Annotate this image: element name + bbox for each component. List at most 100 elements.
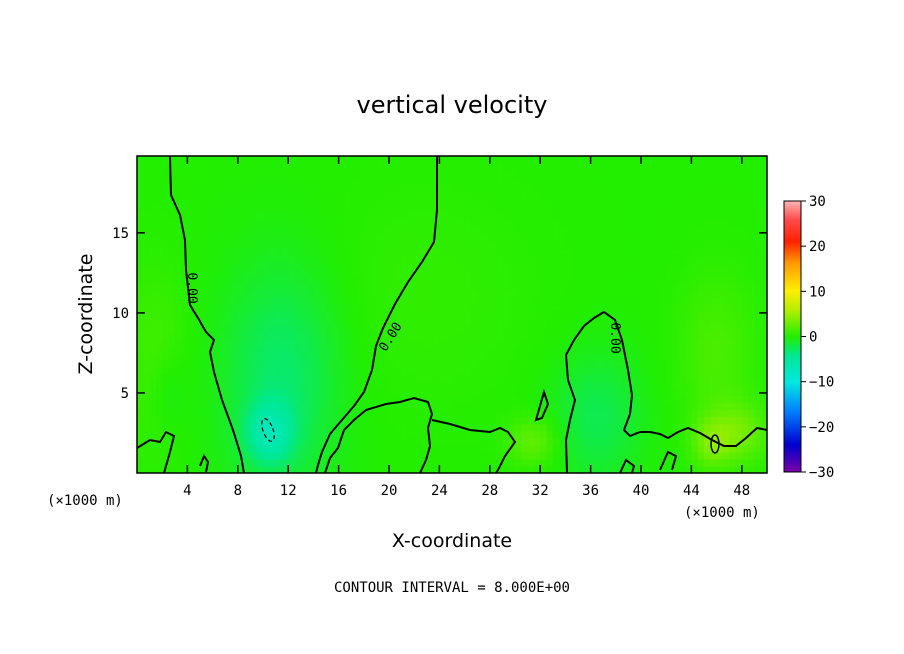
field-cell (143, 444, 151, 453)
field-cell (307, 381, 314, 390)
field-cell (275, 458, 283, 467)
field-cell (326, 409, 333, 418)
field-cell (326, 275, 333, 284)
field-cell (735, 233, 743, 242)
field-cell (559, 346, 566, 354)
field-cell (313, 444, 321, 453)
field-cell (281, 430, 289, 439)
field-cell (137, 395, 144, 404)
field-cell (143, 282, 151, 291)
field-cell (571, 233, 579, 242)
field-cell (200, 409, 207, 418)
field-cell (294, 360, 302, 368)
field-cell (521, 367, 529, 375)
field-cell (483, 289, 491, 298)
field-cell (326, 381, 333, 390)
field-cell (729, 247, 737, 256)
field-cell (244, 332, 251, 340)
field-cell (288, 416, 296, 425)
field-cell (275, 289, 283, 298)
field-cell (269, 395, 277, 404)
field-cell (326, 233, 333, 242)
field-cell (256, 268, 264, 277)
field-cell (641, 163, 648, 171)
field-cell (181, 170, 188, 178)
field-cell (502, 177, 510, 185)
field-cell (641, 226, 648, 235)
x-unit-left: (×1000 m) (47, 493, 123, 509)
field-cell (439, 367, 447, 375)
field-cell (470, 458, 478, 467)
field-cell (470, 261, 478, 270)
field-cell (256, 325, 264, 333)
field-cell (300, 177, 308, 185)
field-cell (470, 198, 478, 206)
field-cell (521, 409, 529, 418)
field-cell (168, 416, 176, 425)
field-cell (445, 212, 453, 220)
field-cell (748, 177, 755, 185)
field-cell (546, 212, 554, 220)
field-cell (741, 275, 749, 284)
field-cell (344, 325, 352, 333)
field-cell (508, 205, 516, 213)
field-cell (508, 177, 516, 185)
field-cell (697, 402, 705, 411)
field-cell (193, 282, 201, 291)
field-cell (389, 170, 396, 178)
field-cell (193, 374, 201, 383)
field-cell (407, 219, 415, 228)
field-cell (401, 268, 409, 277)
field-cell (212, 409, 220, 418)
field-cell (155, 430, 163, 439)
field-cell (319, 346, 327, 354)
field-cell (584, 282, 592, 291)
field-cell (155, 226, 163, 235)
field-cell (452, 367, 459, 375)
field-cell (162, 318, 170, 326)
field-cell (659, 156, 667, 164)
field-cell (571, 170, 579, 178)
field-cell (319, 437, 327, 446)
field-cell (546, 395, 554, 404)
field-cell (231, 374, 239, 383)
field-cell (710, 367, 718, 375)
field-cell (300, 254, 308, 263)
field-cell (143, 275, 151, 284)
field-cell (722, 346, 730, 354)
field-cell (691, 219, 699, 228)
field-cell (452, 353, 459, 361)
field-cell (666, 388, 674, 397)
field-cell (584, 346, 592, 354)
field-cell (464, 409, 472, 418)
field-cell (678, 226, 686, 235)
field-cell (300, 233, 308, 242)
field-cell (143, 374, 151, 383)
field-cell (401, 184, 409, 192)
field-cell (294, 409, 302, 418)
field-cell (691, 184, 699, 192)
field-cell (704, 451, 711, 460)
field-cell (559, 430, 566, 439)
field-cell (218, 346, 226, 354)
field-cell (357, 163, 365, 171)
field-cell (433, 465, 440, 473)
field-cell (477, 268, 485, 277)
field-cell (439, 437, 447, 446)
field-cell (281, 437, 289, 446)
field-cell (256, 170, 264, 178)
field-cell (382, 374, 390, 383)
field-cell (338, 233, 346, 242)
field-cell (162, 353, 170, 361)
field-cell (149, 268, 157, 277)
field-cell (464, 346, 472, 354)
field-cell (477, 451, 485, 460)
field-cell (357, 191, 365, 199)
field-cell (244, 247, 251, 256)
field-cell (300, 339, 308, 347)
field-cell (300, 437, 308, 446)
field-cell (565, 388, 573, 397)
field-cell (515, 268, 522, 277)
field-cell (641, 339, 648, 347)
field-cell (741, 353, 749, 361)
